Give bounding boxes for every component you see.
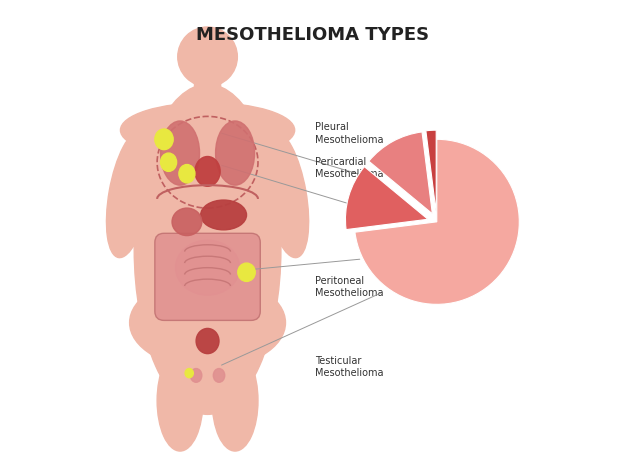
Ellipse shape [172, 209, 202, 236]
Ellipse shape [130, 277, 285, 369]
Circle shape [178, 28, 237, 88]
Text: Peritoneal
Mesothelioma: Peritoneal Mesothelioma [316, 275, 384, 298]
Text: MESOTHELIOMA TYPES: MESOTHELIOMA TYPES [197, 25, 429, 44]
Ellipse shape [190, 369, 202, 382]
Ellipse shape [215, 122, 255, 186]
Ellipse shape [262, 132, 309, 258]
Text: Pleural
Mesothelioma: Pleural Mesothelioma [316, 122, 384, 144]
Text: Pericardial
Mesothelioma: Pericardial Mesothelioma [316, 156, 384, 179]
Ellipse shape [201, 200, 247, 231]
Wedge shape [426, 131, 436, 213]
Ellipse shape [160, 122, 200, 186]
Wedge shape [355, 140, 520, 305]
FancyBboxPatch shape [194, 64, 222, 92]
Ellipse shape [196, 329, 219, 354]
Ellipse shape [120, 103, 295, 158]
Ellipse shape [179, 165, 195, 183]
Ellipse shape [155, 130, 173, 150]
Ellipse shape [160, 154, 177, 172]
FancyBboxPatch shape [155, 234, 260, 321]
Text: Testicular
Mesothelioma: Testicular Mesothelioma [316, 355, 384, 378]
Ellipse shape [175, 241, 240, 295]
Wedge shape [346, 167, 428, 230]
Ellipse shape [157, 350, 203, 451]
Ellipse shape [213, 369, 225, 382]
Wedge shape [369, 132, 433, 214]
Ellipse shape [106, 132, 153, 258]
Ellipse shape [195, 157, 220, 187]
Ellipse shape [134, 85, 281, 414]
Ellipse shape [212, 350, 258, 451]
Ellipse shape [238, 263, 255, 282]
Ellipse shape [185, 369, 193, 378]
